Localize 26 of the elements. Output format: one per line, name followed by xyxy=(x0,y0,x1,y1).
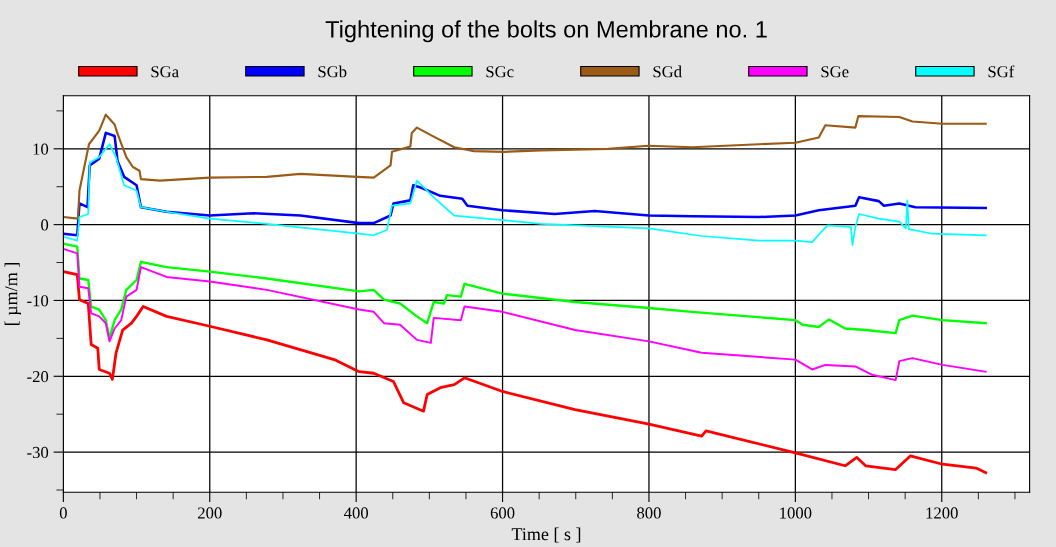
x-axis-title: Time [ s ] xyxy=(511,527,581,543)
legend-label: SGc xyxy=(486,66,514,78)
x-tick-label: 600 xyxy=(490,507,515,519)
y-axis-title: [ µm/m ] xyxy=(4,263,21,325)
line-series xyxy=(63,143,987,246)
line-series xyxy=(63,247,987,382)
x-tick-label: 400 xyxy=(343,507,369,519)
x-tick-label: 200 xyxy=(197,507,222,519)
y-tick-label: 10 xyxy=(33,143,49,155)
legend-label: SGa xyxy=(151,66,179,78)
line-series xyxy=(63,270,988,474)
chart-title: Tightening of the bolts on Membrane no. 1 xyxy=(325,20,767,43)
y-tick-label: -30 xyxy=(27,446,49,459)
legend-label: SGf xyxy=(988,65,1015,78)
x-tick-label: 1200 xyxy=(926,507,958,519)
y-tick-label: 0 xyxy=(41,219,49,231)
legend-label: SGe xyxy=(821,66,849,78)
y-tick-label: -10 xyxy=(27,295,49,307)
line-series xyxy=(63,242,987,340)
x-tick-label: 1000 xyxy=(780,507,812,519)
legend-label: SGd xyxy=(653,65,682,78)
x-tick-label: 800 xyxy=(637,507,661,519)
x-tick-label: 0 xyxy=(59,507,67,519)
y-tick-label: -20 xyxy=(27,370,49,383)
line-series xyxy=(63,113,987,220)
legend-label: SGb xyxy=(318,65,347,78)
